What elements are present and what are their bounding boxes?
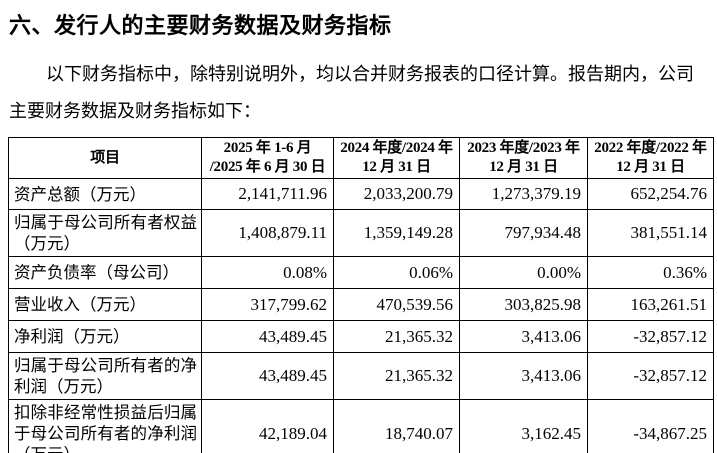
row-value: -34,867.25 (587, 399, 714, 453)
row-value: 3,162.45 (459, 399, 588, 453)
row-label: 净利润（万元） (8, 320, 202, 353)
row-value: 0.36% (587, 256, 714, 289)
column-header-2: 2024 年度/2024 年 12 月 31 日 (333, 137, 460, 179)
row-value: 163,261.51 (587, 288, 714, 321)
column-header-0: 项目 (8, 137, 202, 179)
row-label: 归属于母公司所有者的净利润（万元） (8, 352, 202, 400)
row-value: 303,825.98 (459, 288, 588, 321)
table-row: 扣除非经常性损益后归属于母公司所有者的净利润（万元）42,189.0418,74… (8, 399, 714, 453)
column-header-line2: /2025 年 6 月 30 日 (209, 159, 326, 175)
row-label: 资产总额（万元） (8, 178, 202, 210)
table-header-row: 项目 2025 年 1-6 月/2025 年 6 月 30 日 2024 年度/20… (8, 137, 714, 179)
row-label: 扣除非经常性损益后归属于母公司所有者的净利润（万元） (8, 399, 202, 453)
table-body: 资产总额（万元） 2,141,711.96 2,033,200.79 1,273,37… (8, 178, 714, 453)
table-header-row: 项目 2025 年 1-6 月/2025 年 6 月 30 日 2024 年度/20… (8, 137, 714, 179)
row-value: 1,359,149.28 (333, 209, 460, 257)
row-value: 2,141,711.96 (201, 178, 334, 210)
row-value: 470,539.56 (333, 288, 460, 321)
intro-line-1: 以下财务指标中，除特别说明外，均以合并财务报表的口径计算。报告期内，公司 (46, 64, 694, 84)
row-label: 归属于母公司所有者权益（万元） (8, 209, 202, 257)
row-value: 0.00% (459, 256, 588, 289)
column-header-1: 2025 年 1-6 月/2025 年 6 月 30 日 (201, 137, 334, 179)
column-header-line1: 2023 年度/2023 年 (467, 140, 580, 156)
row-value: 1,273,379.19 (459, 178, 588, 210)
section-title: 六、发行人的主要财务数据及财务指标 (9, 13, 392, 38)
row-value: 797,934.48 (459, 209, 588, 257)
row-value: 43,489.45 (201, 320, 334, 353)
row-value: 18,740.07 (333, 399, 460, 453)
column-header-line1: 2022 年度/2022 年 (594, 140, 707, 156)
row-value: 381,551.14 (587, 209, 714, 257)
column-header-4: 2022 年度/2022 年 12 月 31 日 (587, 137, 714, 179)
table-row: 归属于母公司所有者权益（万元） 1,408,879.11 1,359,149.28 7… (8, 209, 714, 257)
row-value: 21,365.32 (333, 352, 460, 400)
row-value: -32,857.12 (587, 320, 714, 353)
row-label: 营业收入（万元） (8, 288, 202, 321)
row-value: 0.08% (201, 256, 334, 289)
row-value: 2,033,200.79 (333, 178, 460, 210)
column-header-line2: 12 月 31 日 (616, 159, 685, 175)
column-header-line1: 2025 年 1-6 月 (223, 140, 312, 156)
row-value: 21,365.32 (333, 320, 460, 353)
row-value: 3,413.06 (459, 352, 588, 400)
row-value: 3,413.06 (459, 320, 588, 353)
intro-paragraph: 以下财务指标中，除特别说明外，均以合并财务报表的口径计算。报告期内，公司 主要财… (9, 56, 708, 130)
financial-data-table: 项目 2025 年 1-6 月/2025 年 6 月 30 日 2024 年度/20… (8, 137, 714, 453)
row-label: 资产负债率（母公司） (8, 256, 202, 289)
table-row: 资产总额（万元） 2,141,711.96 2,033,200.79 1,273,37… (8, 178, 714, 210)
row-value: 43,489.45 (201, 352, 334, 400)
table-row: 归属于母公司所有者的净利润（万元） 43,489.45 21,365.32 3,413… (8, 352, 714, 400)
row-value: -32,857.12 (587, 352, 714, 400)
intro-line-2: 主要财务数据及财务指标如下： (9, 101, 261, 121)
table-row: 资产负债率（母公司） 0.08% 0.06% 0.00% 0.36% (8, 256, 714, 289)
row-value: 652,254.76 (587, 178, 714, 210)
column-header-line2: 12 月 31 日 (362, 159, 431, 175)
table-row: 营业收入（万元） 317,799.62 470,539.56 303,825.98 16… (8, 288, 714, 321)
column-header-line2: 12 月 31 日 (489, 159, 558, 175)
table-row: 净利润（万元） 43,489.45 21,365.32 3,413.06 -32,857… (8, 320, 714, 353)
row-value: 0.06% (333, 256, 460, 289)
row-value: 42,189.04 (201, 399, 334, 453)
row-value: 1,408,879.11 (201, 209, 334, 257)
column-header-line1: 2024 年度/2024 年 (340, 140, 453, 156)
column-header-line1: 项目 (90, 149, 120, 166)
column-header-3: 2023 年度/2023 年 12 月 31 日 (459, 137, 588, 179)
row-value: 317,799.62 (201, 288, 334, 321)
